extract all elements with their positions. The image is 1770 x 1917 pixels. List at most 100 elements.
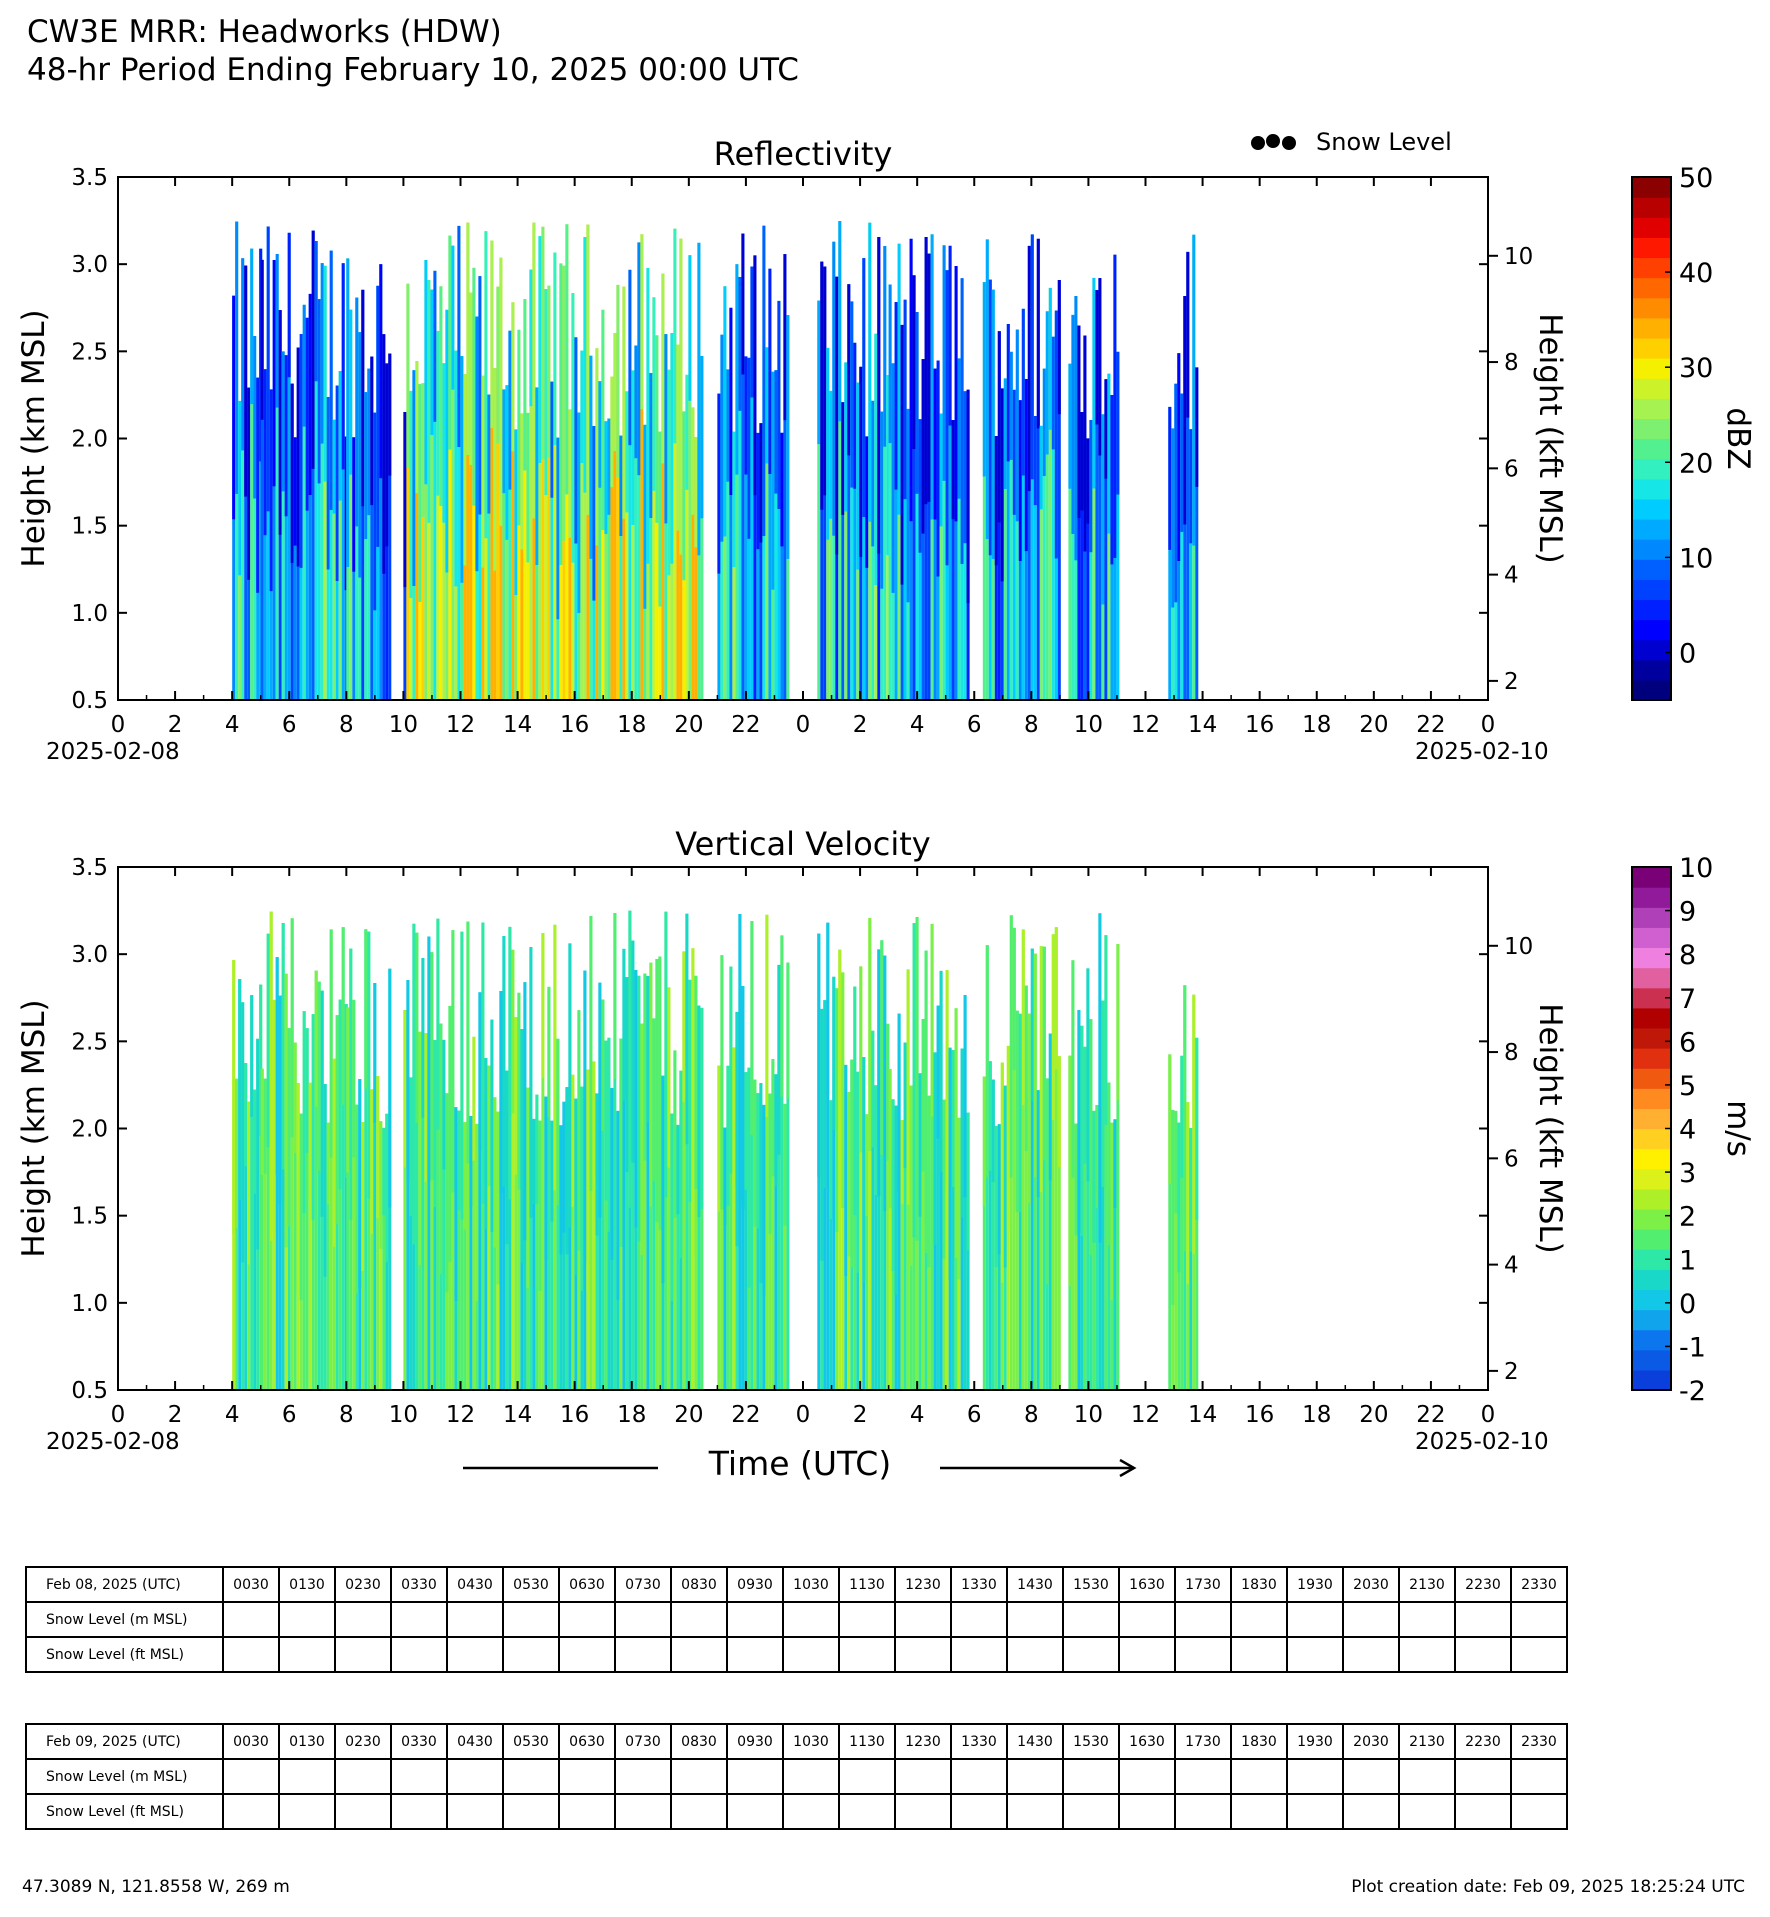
x-tick-label: 22 xyxy=(731,1402,760,1428)
heatmap-column-shade xyxy=(897,1013,901,1192)
heatmap-column xyxy=(406,283,410,700)
table-cell xyxy=(670,1793,728,1830)
heatmap-column xyxy=(948,245,952,701)
table-time-header: 0430 xyxy=(446,1723,504,1760)
heatmap-column xyxy=(517,992,521,1390)
heatmap-column-shade xyxy=(1030,234,1034,480)
heatmap-column-shade xyxy=(838,949,842,1156)
colorbar-swatch xyxy=(1632,418,1671,440)
table-cell xyxy=(838,1793,896,1830)
heatmap-column-shade xyxy=(367,931,371,1199)
heatmap-column xyxy=(829,390,833,700)
heatmap-column-shade xyxy=(832,976,836,1130)
snow-level-marker-icon xyxy=(1251,136,1265,150)
colorbar-swatch xyxy=(1632,257,1671,279)
heatmap-column-shade xyxy=(1000,388,1004,582)
heatmap-column-shade xyxy=(777,300,781,509)
heatmap-column-shade xyxy=(463,1122,467,1230)
heatmap-column-shade xyxy=(439,1023,443,1275)
heatmap-column-shade xyxy=(982,282,986,477)
heatmap-column-shade xyxy=(880,411,884,589)
heatmap-column xyxy=(832,976,836,1390)
heatmap-column-shade xyxy=(1003,1085,1007,1268)
heatmap-column-shade xyxy=(574,337,578,544)
heatmap-column xyxy=(729,307,733,700)
heatmap-column xyxy=(1101,1000,1105,1390)
heatmap-column-shade xyxy=(338,371,342,501)
heatmap-column-shade xyxy=(768,268,772,474)
heatmap-column xyxy=(1092,277,1096,700)
heatmap-column-shade xyxy=(433,270,437,422)
heatmap-column-shade xyxy=(287,232,291,378)
table-time-header: 0230 xyxy=(334,1566,392,1603)
table-cell xyxy=(1118,1601,1176,1638)
heatmap-column xyxy=(997,1124,1001,1390)
table-time-header: 0630 xyxy=(558,1723,616,1760)
heatmap-column xyxy=(838,949,842,1390)
heatmap-column-shade xyxy=(625,977,629,1173)
heatmap-column-shade xyxy=(592,426,596,601)
y-tick-label-right: 2 xyxy=(1504,1359,1519,1385)
y-tick-label: 1.0 xyxy=(71,1291,108,1317)
heatmap-column xyxy=(1068,363,1072,700)
heatmap-column xyxy=(717,1065,721,1390)
heatmap-column-shade xyxy=(442,1039,446,1170)
heatmap-column xyxy=(859,966,863,1390)
heatmap-column xyxy=(918,1073,922,1390)
heatmap-column-shade xyxy=(427,280,431,523)
heatmap-column xyxy=(1074,1123,1078,1390)
heatmap-column xyxy=(1045,311,1049,700)
heatmap-column xyxy=(317,981,321,1390)
heatmap-column-shade xyxy=(697,1005,701,1217)
heatmap-column xyxy=(1095,290,1099,700)
heatmap-column-shade xyxy=(921,359,925,534)
table-cell xyxy=(838,1636,896,1673)
heatmap-column xyxy=(559,1125,563,1390)
table-cell xyxy=(334,1636,392,1673)
table-cell xyxy=(1174,1636,1232,1673)
heatmap-column xyxy=(556,1038,560,1390)
heatmap-column-shade xyxy=(835,988,839,1232)
heatmap-column-shade xyxy=(906,969,910,1205)
x-tick-label: 16 xyxy=(560,712,589,738)
heatmap-column-shade xyxy=(275,254,279,408)
heatmap-column-shade xyxy=(820,261,824,510)
heatmap-column-shade xyxy=(945,970,949,1191)
heatmap-column-shade xyxy=(774,370,778,494)
heatmap-column xyxy=(738,277,742,700)
heatmap-column-shade xyxy=(338,999,342,1190)
heatmap-column xyxy=(1189,429,1193,700)
heatmap-column-shade xyxy=(685,374,689,490)
table-time-header: 2130 xyxy=(1398,1723,1456,1760)
heatmap-column xyxy=(903,1042,907,1390)
heatmap-column xyxy=(936,1005,940,1390)
heatmap-column-shade xyxy=(502,936,506,1187)
table-time-header: 2130 xyxy=(1398,1566,1456,1603)
heatmap-column xyxy=(774,1074,778,1390)
heatmap-column-shade xyxy=(499,991,503,1193)
heatmap-column-shade xyxy=(403,1010,407,1168)
heatmap-column-shade xyxy=(454,350,458,587)
heatmap-column-shade xyxy=(963,391,967,544)
heatmap-column xyxy=(673,228,677,700)
heatmap-column xyxy=(547,285,551,700)
heatmap-column-shade xyxy=(436,330,440,496)
table-cell xyxy=(894,1601,952,1638)
heatmap-column-shade xyxy=(874,333,878,586)
x-tick-label: 10 xyxy=(1074,1402,1103,1428)
heatmap-column-shade xyxy=(241,258,245,451)
heatmap-column-shade xyxy=(418,384,422,602)
heatmap-column-shade xyxy=(535,1094,539,1204)
heatmap-column-shade xyxy=(871,400,875,547)
heatmap-column-shade xyxy=(439,286,443,506)
heatmap-column-shade xyxy=(610,1088,614,1260)
heatmap-column-shade xyxy=(903,299,907,500)
heatmap-column-shade xyxy=(991,289,995,560)
heatmap-column-shade xyxy=(478,992,482,1151)
heatmap-column-shade xyxy=(290,383,294,563)
y-axis-label-right: Height (kft MSL) xyxy=(1532,1003,1568,1254)
heatmap-column-shade xyxy=(619,1038,623,1247)
heatmap-column-shade xyxy=(1036,1090,1040,1198)
table-cell xyxy=(278,1758,336,1795)
table-time-header: 1430 xyxy=(1006,1723,1064,1760)
